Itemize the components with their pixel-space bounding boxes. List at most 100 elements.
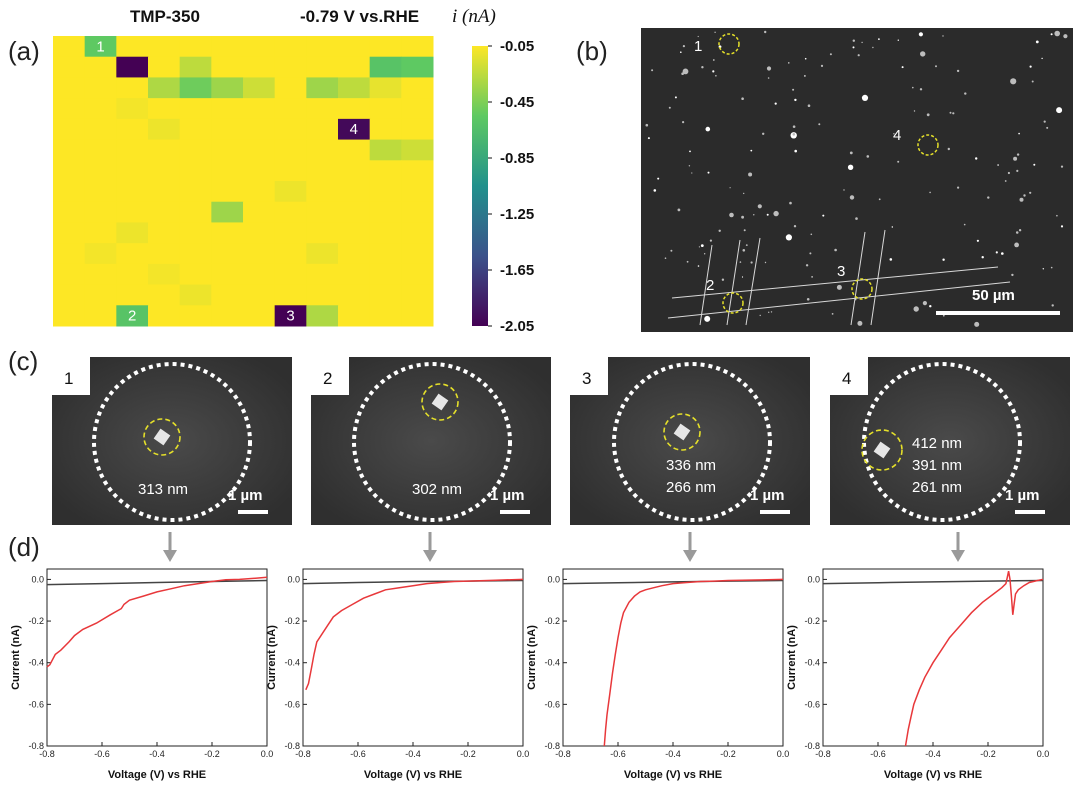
- heatmap-cell: [338, 56, 371, 78]
- x-tick-label: 0.0: [777, 749, 790, 759]
- colorbar-ticks: -0.05 -0.45 -0.85 -1.25 -1.65 -2.05: [488, 38, 534, 335]
- sem-particle: [852, 39, 855, 42]
- sem-zoom-size-label: 261 nm: [912, 479, 962, 496]
- x-tick-label: -0.2: [204, 749, 220, 759]
- sem-zoom-label-box: [570, 357, 608, 395]
- sem-particle: [1015, 231, 1019, 234]
- sem-particle: [1054, 30, 1060, 37]
- heatmap-cell: [179, 98, 212, 120]
- sem-zoom-label-box: [311, 357, 349, 395]
- baseline-curve: [46, 579, 268, 586]
- sem-zoom-label-box: [52, 357, 90, 395]
- heatmap-cell: [211, 56, 244, 78]
- heatmap-cell: [84, 243, 117, 265]
- heatmap-cell: [84, 118, 117, 141]
- heatmap-title-potential: -0.79 V vs.RHE: [300, 7, 419, 26]
- sem-particle: [701, 66, 704, 69]
- sem-particle: [866, 155, 870, 158]
- sem-particle: [794, 98, 797, 102]
- sem-particle: [878, 198, 881, 201]
- heatmap-cell: [243, 181, 276, 203]
- heatmap-cell: [53, 160, 86, 182]
- arrow-head: [951, 550, 965, 562]
- heatmap-title-sample: TMP-350: [130, 7, 200, 26]
- sem-zoom-particle-marker: [143, 418, 181, 456]
- sem-particle: [750, 149, 753, 152]
- x-tick-label: -0.8: [39, 749, 55, 759]
- site-marker-2: [722, 292, 744, 314]
- heatmap-cell: [179, 77, 212, 99]
- sem-particle: [1029, 191, 1032, 194]
- sem-particle: [861, 94, 869, 101]
- heatmap-cell: [306, 98, 339, 120]
- y-tick-label: -0.8: [284, 741, 300, 751]
- heatmap-cell: [338, 98, 371, 120]
- sem-particle: [748, 172, 753, 177]
- sem-zoom-region-circle: [352, 362, 512, 522]
- sem-particle: [1046, 126, 1049, 129]
- heatmap-cell: [211, 284, 244, 306]
- sem-zoom-particle-marker: [663, 413, 701, 451]
- heatmap-cell: [53, 305, 86, 327]
- sem-zoom-particle: [873, 441, 891, 459]
- heatmap-cell: [338, 305, 371, 327]
- sem-particle: [770, 311, 773, 313]
- sem-particle: [682, 121, 685, 124]
- heatmap-cell: [116, 118, 149, 141]
- sem-particle: [889, 258, 893, 261]
- sem-particle: [981, 256, 984, 259]
- sem-particle: [792, 88, 795, 91]
- sem-particle: [759, 314, 761, 317]
- sem-overview-scale-bar: [936, 311, 1060, 315]
- current-curve: [46, 576, 268, 668]
- heatmap-cell: [401, 181, 434, 203]
- sem-zoom-particle: [673, 423, 691, 441]
- heatmap-cell: [401, 36, 434, 58]
- y-tick-label: -0.4: [28, 658, 44, 668]
- sem-particle: [691, 172, 693, 174]
- sem-particle: [926, 113, 930, 117]
- heatmap-cell: [306, 181, 339, 203]
- x-tick-label: -0.6: [870, 749, 886, 759]
- sem-zoom-id: 4: [842, 369, 851, 388]
- heatmap-cell: [243, 201, 276, 223]
- y-tick-label: 0.0: [31, 574, 44, 584]
- heatmap-cell: [401, 56, 434, 78]
- heatmap-cell: [84, 201, 117, 223]
- sem-zoom-id: 3: [582, 369, 591, 388]
- sem-particle: [829, 53, 832, 56]
- x-axis-label: Voltage (V) vs RHE: [884, 769, 982, 781]
- sem-particle: [919, 88, 923, 91]
- sem-particle: [878, 38, 880, 40]
- x-axis-label: Voltage (V) vs RHE: [364, 769, 462, 781]
- heatmap-cell: [274, 118, 307, 141]
- heatmap: 1 4 2 3: [53, 36, 434, 327]
- heatmap-cell: [369, 77, 402, 99]
- heatmap-cell: [274, 56, 307, 78]
- sem-particle: [651, 69, 654, 72]
- heatmap-cell: [84, 222, 117, 244]
- sem-zoom-background: [830, 357, 1070, 525]
- heatmap-cell: [338, 139, 371, 161]
- heatmap-cell: [116, 284, 149, 306]
- sem-particle: [807, 104, 811, 107]
- heatmap-cell: [211, 36, 244, 58]
- heatmap-cell: [338, 36, 371, 58]
- x-tick-label: -0.4: [149, 749, 165, 759]
- heatmap-cell: [243, 160, 276, 182]
- sem-particle: [664, 257, 667, 260]
- iv-plot-2: -0.8 -0.6 -0.4 -0.2 0.0 0.0 -0.2 -0.4 -0.6 -0.8 Vo…: [266, 568, 529, 781]
- heatmap-cell: [179, 243, 212, 265]
- heatmap-cell: [211, 263, 244, 286]
- heatmap-cell: [401, 305, 434, 327]
- iv-plot-4: -0.8 -0.6 -0.4 -0.2 0.0 0.0 -0.2 -0.4 -0.6 -0.8 Vo…: [786, 568, 1049, 781]
- heatmap-cell: [84, 305, 117, 327]
- sem-particle: [929, 191, 931, 194]
- sem-particle: [729, 212, 734, 218]
- sem-zoom-size-label: 412 nm: [912, 435, 962, 452]
- sem-particle: [947, 147, 950, 151]
- sem-particle: [742, 249, 746, 252]
- sem-particle: [1016, 169, 1019, 172]
- sem-particle: [729, 187, 731, 189]
- panel-label-a: (a): [8, 36, 40, 66]
